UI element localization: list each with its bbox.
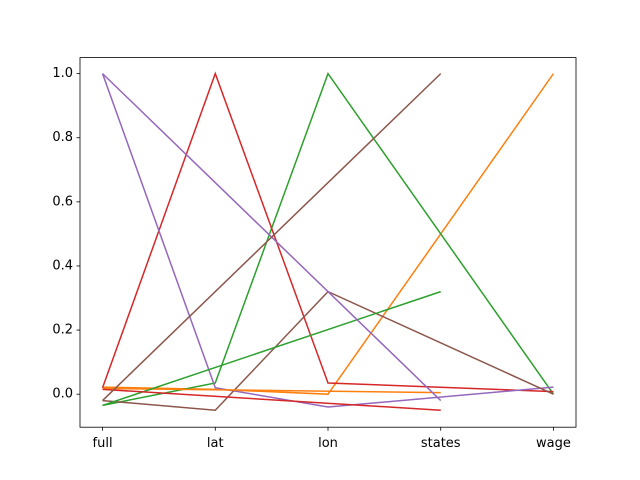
x-tick-label: full: [93, 436, 113, 451]
x-tick-label: lat: [207, 436, 224, 451]
series-line: [102, 72, 555, 407]
series-line: [101, 71, 554, 393]
series-line: [102, 73, 442, 402]
x-tick-label: states: [421, 436, 461, 451]
series-line: [102, 290, 554, 411]
series-line: [102, 388, 441, 411]
y-tick-label: 0.2: [52, 323, 73, 338]
series-line: [102, 387, 441, 394]
y-tick-label: 0.8: [52, 130, 73, 145]
y-tick-label: 1.0: [52, 66, 73, 81]
x-tick-label: lon: [318, 436, 338, 451]
series-line: [102, 73, 555, 395]
y-tick-label: 0.0: [52, 387, 73, 402]
y-tick-label: 0.6: [52, 194, 73, 209]
series-line: [101, 73, 554, 408]
x-tick-label: wage: [536, 436, 571, 451]
y-tick-label: 0.4: [52, 258, 73, 273]
series-line: [102, 290, 441, 407]
